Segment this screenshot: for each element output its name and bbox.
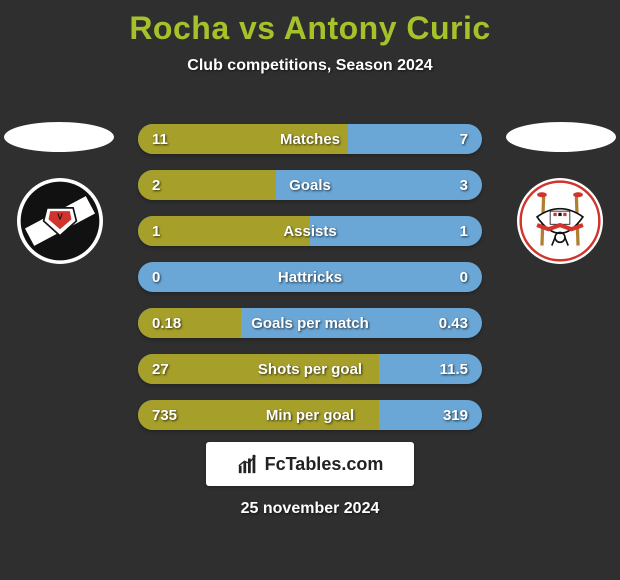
bar-chart-icon [237,453,259,475]
stat-value-right: 3 [446,170,482,200]
stat-label: Assists [138,216,482,246]
team-crest-left: V [17,178,103,264]
comparison-card: Rocha vs Antony Curic Club competitions,… [0,0,620,580]
page-title: Rocha vs Antony Curic [0,10,620,47]
subtitle: Club competitions, Season 2024 [0,57,620,75]
stat-row: 2Goals3 [138,170,482,200]
ellipse-decoration-left [4,122,114,152]
stat-value-right: 0.43 [425,308,482,338]
stat-value-right: 319 [429,400,482,430]
ellipse-decoration-right [506,122,616,152]
stat-row: 735Min per goal319 [138,400,482,430]
stat-row: 0Hattricks0 [138,262,482,292]
svg-text:V: V [57,212,63,221]
stats-list: 11Matches7 2Goals3 1Assists1 0Hattricks0 0.1… [138,124,482,446]
stat-value-right: 0 [446,262,482,292]
stat-row: 11Matches7 [138,124,482,154]
vasco-crest-icon: V [19,180,101,262]
stat-label: Matches [138,124,482,154]
watermark-text: FcTables.com [265,454,384,475]
date-text: 25 november 2024 [0,500,620,518]
team-crest-right [517,178,603,264]
stat-row: 0.18Goals per match0.43 [138,308,482,338]
stat-value-right: 1 [446,216,482,246]
stat-row: 27Shots per goal11.5 [138,354,482,384]
stat-row: 1Assists1 [138,216,482,246]
corinthians-crest-icon [519,180,601,262]
stat-label: Goals [138,170,482,200]
stat-value-right: 7 [446,124,482,154]
watermark-badge: FcTables.com [206,442,414,486]
stat-label: Hattricks [138,262,482,292]
stat-value-right: 11.5 [426,354,482,384]
